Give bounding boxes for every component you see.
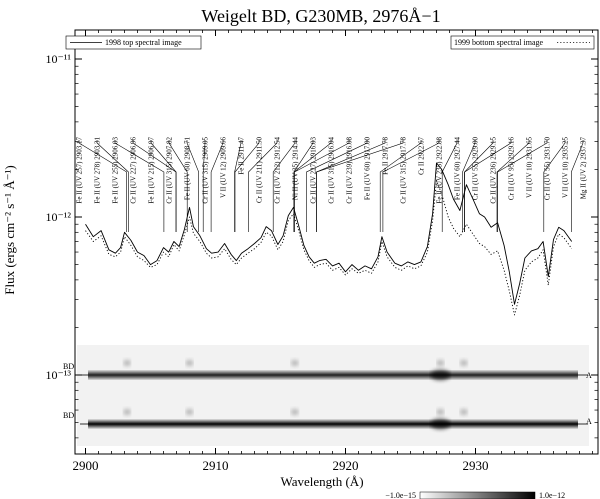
x-axis-label: Wavelength (Å)	[280, 474, 363, 489]
y-tick-label: 10⁻¹³	[45, 368, 71, 382]
emission-blob	[290, 360, 299, 366]
emission-blob	[290, 409, 299, 415]
emission-blob	[436, 360, 445, 366]
line-id-label: Fe II (UV 255) 2906.03	[112, 137, 120, 204]
line-id-leader	[186, 140, 199, 232]
line-id-leader	[202, 140, 206, 232]
legend-solid-label: 1998 top spectral image	[105, 38, 182, 47]
spectral-image-trace	[88, 370, 578, 380]
emission-blob	[459, 360, 468, 366]
line-id-label: Fe II (UV 278) 2903.31	[94, 137, 102, 204]
colorbar-max-label: 1.0e−12	[539, 491, 565, 499]
colorbar: −1.0e−15 1.0e−12	[385, 491, 565, 499]
emission-blob	[459, 409, 468, 415]
line-id-leader	[78, 140, 127, 232]
line-identifications: Fe II (UV 257) 2903.17 Fe II (UV 278) 290…	[76, 137, 588, 232]
line-id-label: Cr II (UV 95) 2929.16	[508, 137, 516, 201]
line-id-leader	[306, 140, 368, 232]
line-id-label: Fe II (UV 60) 2908.71	[184, 137, 192, 201]
line-id-label: V II (UV 10) 2935.25	[562, 137, 570, 198]
spectral-image-trace	[88, 419, 578, 429]
y-tick-label: 10⁻¹²	[45, 210, 71, 224]
y-tick-label: 10⁻¹¹	[45, 52, 71, 66]
line-id-leader	[570, 140, 584, 232]
line-id-leader	[210, 140, 224, 232]
line-id-label: Cr II (UV 239) 2916.08	[346, 137, 354, 204]
spectral-image-strips: BD A BD A	[63, 345, 592, 446]
line-id-leader	[441, 140, 458, 232]
emission-peak-blob	[430, 419, 451, 429]
line-id-label: Cr II (UV 55) 2931.70	[544, 137, 552, 201]
x-tick-label: 2920	[333, 458, 359, 473]
emission-blob	[123, 409, 132, 415]
colorbar-gradient	[419, 491, 536, 499]
line-id-label: Fe II 2911.47	[238, 137, 246, 175]
plot-frame	[74, 29, 599, 455]
line-id-label: Fe II 2917.78	[382, 137, 390, 175]
emission-blob	[185, 409, 194, 415]
line-id-leader	[464, 140, 512, 232]
line-id-label: Fe II (UV 257) 2903.17	[76, 137, 84, 204]
line-id-leader	[248, 140, 278, 232]
line-id-leader	[496, 140, 530, 232]
line-id-label: V II (UV 10) 2931.65	[526, 137, 534, 198]
y-axis-label: Flux (ergs cm⁻² s⁻¹ Å⁻¹)	[2, 165, 17, 295]
legend-solid: 1998 top spectral image	[65, 35, 202, 50]
colorbar-min-label: −1.0e−15	[385, 491, 416, 499]
chart-title: Weigelt BD, G230MB, 2976Å−1	[201, 6, 440, 26]
line-id-label: Fe II (UV 60) 2927.44	[454, 137, 462, 201]
line-id-leader	[293, 140, 332, 232]
line-id-leader	[234, 140, 260, 232]
line-id-leader	[294, 140, 350, 232]
x-tick-label: 2910	[203, 458, 229, 473]
line-id-label: Fe II (UV 215) 2906.97	[148, 137, 156, 204]
line-id-label: Fe II (UV 235) 2922.88	[436, 137, 444, 204]
series-line-solid	[85, 162, 573, 305]
x-tick-label: 2930	[463, 458, 489, 473]
line-id-label: Mg II (UV 2) 2937.37	[580, 137, 588, 200]
emission-blob	[185, 360, 194, 366]
line-id-leader	[379, 140, 422, 232]
line-id-label: V II (UV 12) 2909.66	[220, 137, 228, 198]
line-id-label: Cr II (UV 55) 2929.00	[472, 137, 480, 201]
line-id-label: Cr II (UV 211) 2911.50	[256, 137, 264, 204]
line-id-label: Cr II (UV 315) 2916.04	[328, 137, 336, 204]
spectral-image-label-a: A	[586, 371, 592, 380]
line-id-leader	[234, 140, 242, 232]
line-id-label: Cr II (UV 236) 2929.15	[490, 137, 498, 204]
legend-dotted: 1999 bottom spectral image	[450, 35, 595, 50]
line-id-leader	[96, 140, 129, 232]
emission-blob	[436, 409, 445, 415]
line-id-label: Cr II (UV 315) 2917.78	[400, 137, 408, 204]
series-line-dotted	[85, 180, 573, 316]
line-id-label: Cr II (UV 212) 2912.54	[274, 137, 282, 204]
line-id-leader	[382, 140, 440, 232]
line-id-label: Cr II (UV 227) 2916.03	[310, 137, 318, 204]
x-axis-ticks: 2900 2910 2920 2930	[73, 30, 593, 473]
line-id-label: Cr II (UV 227) 2906.96	[130, 137, 138, 204]
line-id-label: Cr II 2922.67	[418, 137, 426, 175]
line-id-label: Cr II (UV 315) 2909.05	[202, 137, 210, 204]
line-id-leader	[150, 140, 177, 232]
line-id-label: Ni II (UV 35) 2914.44	[292, 137, 300, 201]
legend-dotted-label: 1999 bottom spectral image	[454, 38, 544, 47]
line-id-leader	[497, 140, 548, 232]
line-id-leader	[543, 140, 566, 232]
line-id-leader	[316, 140, 404, 232]
emission-blob	[123, 360, 132, 366]
spectral-image-label-bd: BD	[63, 362, 74, 371]
line-id-label: Fe II (UV 60) 2917.00	[364, 137, 372, 201]
line-id-leader	[272, 140, 296, 232]
line-id-leader	[114, 140, 165, 232]
spectral-image-label-bd: BD	[63, 411, 74, 420]
line-id-label: Cr II (UV 315) 2907.82	[166, 137, 174, 204]
x-tick-label: 2900	[73, 458, 99, 473]
line-id-leader	[168, 140, 188, 232]
spectral-image-label-a: A	[586, 417, 592, 426]
y-axis-ticks: 10⁻¹¹ 10⁻¹² 10⁻¹³	[45, 52, 598, 439]
emission-peak-blob	[430, 370, 451, 380]
spectrum-series	[85, 162, 573, 316]
